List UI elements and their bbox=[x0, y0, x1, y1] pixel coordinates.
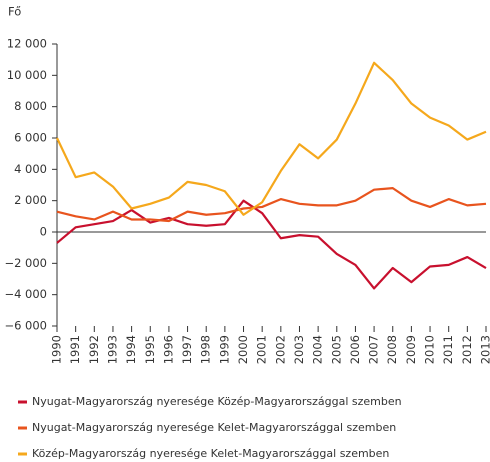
y-axis-label: Fő bbox=[8, 5, 21, 19]
x-tick-label: 2000 bbox=[236, 335, 250, 364]
x-tick-label: 1998 bbox=[199, 335, 213, 364]
x-tick-label: 1991 bbox=[68, 335, 82, 364]
x-tick-label: 2007 bbox=[367, 335, 381, 364]
legend-label: Nyugat-Magyarország nyeresége Közép-Magy… bbox=[32, 395, 402, 408]
data-line bbox=[56, 199, 487, 290]
x-tick-label: 2003 bbox=[292, 335, 306, 364]
y-tick-label: 6 000 bbox=[14, 131, 47, 145]
y-tick-label: 0 bbox=[40, 225, 47, 239]
x-tick-label: 2013 bbox=[479, 335, 490, 364]
x-tick-label: 2001 bbox=[255, 335, 269, 364]
x-tick-label: 1993 bbox=[105, 335, 119, 364]
x-tick-label: 2011 bbox=[441, 335, 455, 364]
y-tick-label: −2 000 bbox=[4, 256, 47, 270]
x-tick-label: 2012 bbox=[460, 335, 474, 364]
x-tick-label: 2010 bbox=[423, 335, 437, 364]
y-tick-label: −4 000 bbox=[4, 287, 47, 301]
y-tick-label: 4 000 bbox=[14, 162, 47, 176]
x-tick-label: 2009 bbox=[404, 335, 418, 364]
x-tick-label: 1996 bbox=[161, 335, 175, 364]
y-tick-label: 10 000 bbox=[7, 68, 47, 82]
x-tick-label: 1999 bbox=[217, 335, 231, 364]
x-tick-label: 2004 bbox=[311, 335, 325, 364]
x-tick-label: 1997 bbox=[180, 335, 194, 364]
y-tick-label: 12 000 bbox=[7, 37, 47, 51]
x-tick-label: 1994 bbox=[124, 335, 138, 364]
x-tick-label: 1995 bbox=[143, 335, 157, 364]
x-tick-label: 2008 bbox=[385, 335, 399, 364]
x-tick-label: 2005 bbox=[329, 335, 343, 364]
data-line bbox=[56, 187, 487, 223]
x-tick-label: 1992 bbox=[87, 335, 101, 364]
y-tick-label: 2 000 bbox=[14, 193, 47, 207]
x-tick-label: 1990 bbox=[50, 335, 64, 364]
legend: Nyugat-Magyarország nyeresége Közép-Magy… bbox=[18, 395, 402, 460]
data-line bbox=[56, 61, 487, 216]
legend-label: Közép-Magyarország nyeresége Kelet-Magya… bbox=[32, 447, 389, 460]
x-tick-label: 2006 bbox=[348, 335, 362, 364]
x-tick-label: 2002 bbox=[273, 335, 287, 364]
legend-label: Nyugat-Magyarország nyeresége Kelet-Magy… bbox=[32, 421, 396, 434]
y-tick-label: 8 000 bbox=[14, 99, 47, 113]
y-tick-label: −6 000 bbox=[4, 319, 47, 333]
